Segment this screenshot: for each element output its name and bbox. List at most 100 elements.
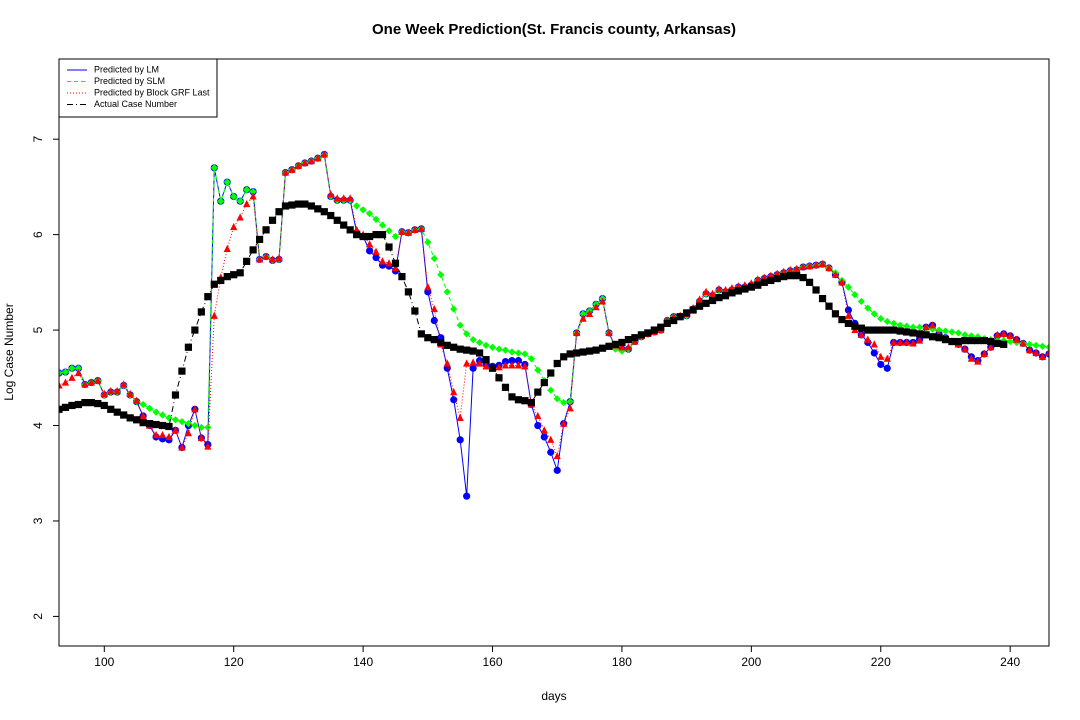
point xyxy=(113,408,121,416)
point xyxy=(857,324,865,332)
point xyxy=(980,336,988,345)
point xyxy=(514,349,523,357)
point xyxy=(281,202,290,210)
point xyxy=(915,323,924,331)
point xyxy=(223,244,231,253)
point xyxy=(573,328,581,337)
point xyxy=(1006,337,1014,346)
point xyxy=(249,192,257,200)
point xyxy=(870,310,878,318)
point xyxy=(812,286,820,294)
point xyxy=(411,307,419,315)
point xyxy=(864,335,872,343)
point xyxy=(566,398,574,406)
point xyxy=(579,348,587,356)
point xyxy=(618,343,626,351)
point xyxy=(113,387,121,395)
point xyxy=(721,292,730,300)
point xyxy=(844,283,853,291)
point xyxy=(437,338,445,347)
point xyxy=(469,336,477,344)
x-tick-label: 120 xyxy=(224,655,244,669)
point xyxy=(501,361,510,369)
point xyxy=(954,337,963,346)
point xyxy=(708,296,717,305)
point xyxy=(903,328,911,336)
y-tick-label: 5 xyxy=(31,326,45,333)
point xyxy=(391,263,400,272)
x-tick-label: 240 xyxy=(1000,655,1020,669)
point xyxy=(262,226,270,234)
point xyxy=(818,260,827,268)
point xyxy=(553,466,561,474)
point xyxy=(68,401,76,410)
point xyxy=(61,403,70,411)
point xyxy=(87,378,95,386)
point xyxy=(670,316,678,325)
point xyxy=(488,343,497,351)
point xyxy=(993,339,1001,348)
point xyxy=(967,354,975,362)
point xyxy=(974,357,982,365)
point xyxy=(1013,335,1021,343)
point xyxy=(877,352,885,360)
point xyxy=(223,273,231,281)
x-tick-label: 200 xyxy=(741,655,761,669)
point xyxy=(488,364,497,372)
point xyxy=(158,411,167,419)
x-tick-label: 160 xyxy=(483,655,503,669)
point xyxy=(443,288,451,296)
point xyxy=(346,226,354,234)
point xyxy=(941,327,950,335)
point xyxy=(424,334,432,342)
point xyxy=(695,302,704,310)
point xyxy=(928,325,937,333)
point xyxy=(1000,336,1008,345)
point xyxy=(243,199,251,208)
point xyxy=(178,367,186,375)
plot-frame xyxy=(58,58,1050,647)
point xyxy=(120,380,128,388)
point xyxy=(450,305,458,313)
point xyxy=(831,270,840,278)
point xyxy=(566,404,574,412)
point xyxy=(870,326,878,334)
point xyxy=(158,421,167,430)
point xyxy=(495,345,503,353)
point xyxy=(100,401,108,410)
point xyxy=(275,208,283,216)
point xyxy=(417,330,425,338)
point xyxy=(987,337,995,346)
point xyxy=(650,326,658,334)
point xyxy=(922,331,930,339)
point xyxy=(877,326,885,334)
point xyxy=(288,165,296,173)
point xyxy=(501,383,510,391)
point xyxy=(469,347,477,355)
point xyxy=(320,208,328,216)
point xyxy=(1032,348,1040,357)
point xyxy=(527,399,535,407)
point xyxy=(359,232,367,241)
point xyxy=(495,363,503,371)
legend-box xyxy=(58,58,218,118)
point xyxy=(197,308,205,316)
point xyxy=(508,393,516,401)
point xyxy=(1025,346,1034,354)
point xyxy=(657,323,665,331)
point xyxy=(145,404,154,412)
point xyxy=(987,343,995,351)
point xyxy=(74,400,83,409)
point xyxy=(624,336,633,344)
point xyxy=(217,197,225,205)
point xyxy=(534,388,542,396)
point xyxy=(210,280,218,288)
point xyxy=(59,405,63,413)
point xyxy=(158,430,167,439)
point xyxy=(398,227,406,235)
point xyxy=(909,323,917,331)
point xyxy=(171,426,180,434)
point xyxy=(81,380,89,388)
point xyxy=(547,386,555,394)
point xyxy=(715,294,723,302)
